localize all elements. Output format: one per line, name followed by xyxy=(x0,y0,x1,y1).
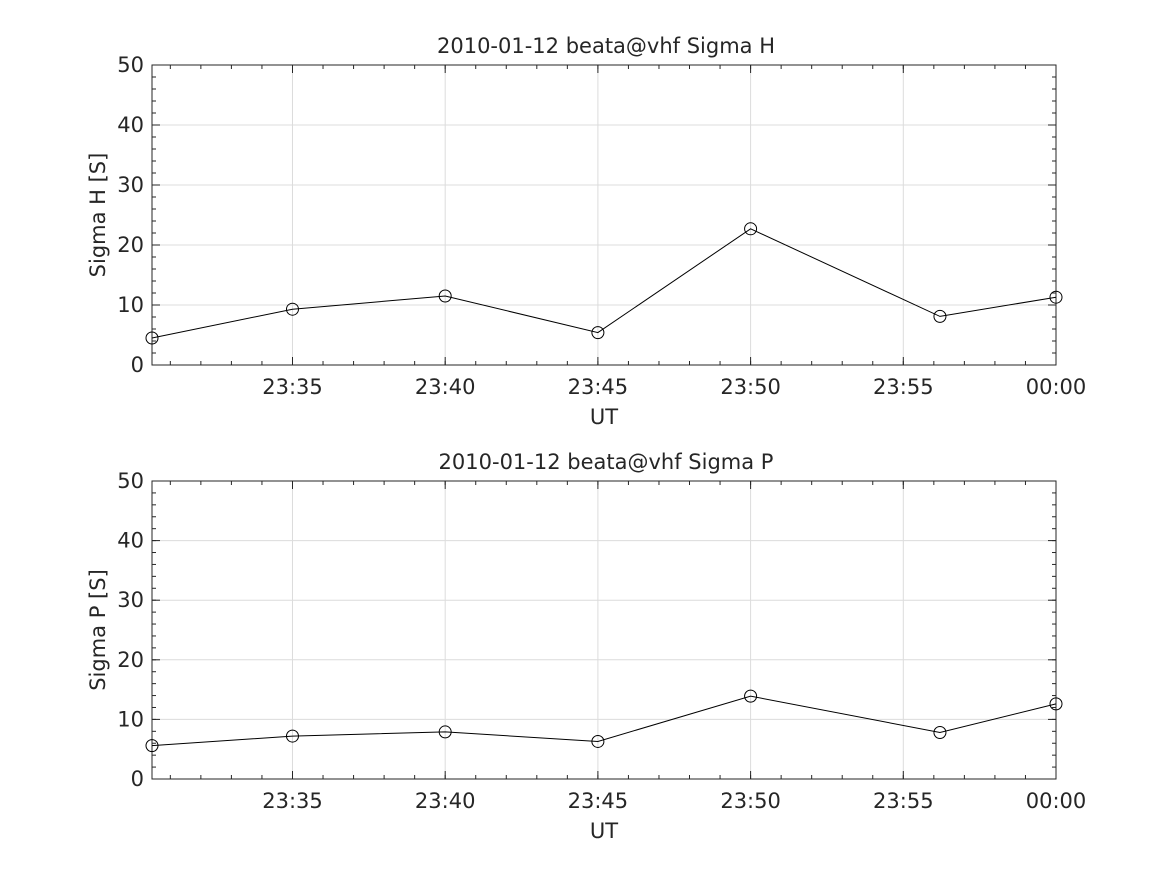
data-point xyxy=(933,726,947,740)
data-point xyxy=(744,689,758,703)
data-point xyxy=(591,734,605,748)
y-tick-label: 30 xyxy=(117,173,144,197)
data-point xyxy=(933,309,947,323)
chart-title: 2010-01-12 beata@vhf Sigma H xyxy=(437,34,775,58)
data-point xyxy=(285,302,299,316)
data-point xyxy=(438,289,452,303)
y-tick-label: 40 xyxy=(117,113,144,137)
x-tick-label: 23:40 xyxy=(415,375,476,399)
data-point xyxy=(1049,697,1063,711)
y-tick-label: 0 xyxy=(131,767,144,791)
y-tick-label: 30 xyxy=(117,588,144,612)
y-tick-label: 10 xyxy=(117,293,144,317)
y-tick-label: 40 xyxy=(117,529,144,553)
data-point xyxy=(591,326,605,340)
y-tick-label: 10 xyxy=(117,707,144,731)
x-tick-label: 23:35 xyxy=(262,789,323,813)
data-point xyxy=(285,729,299,743)
x-tick-label: 23:50 xyxy=(720,375,781,399)
series-line-0-0 xyxy=(151,228,1057,339)
x-tick-label: 23:55 xyxy=(873,375,934,399)
y-tick-label: 20 xyxy=(117,233,144,257)
x-tick-label: 23:40 xyxy=(415,789,476,813)
y-tick-label: 50 xyxy=(117,53,144,77)
y-axis-label: Sigma P [S] xyxy=(86,569,110,691)
x-tick-label: 23:50 xyxy=(720,789,781,813)
x-axis-label: UT xyxy=(590,819,618,843)
y-tick-label: 0 xyxy=(131,353,144,377)
data-point xyxy=(145,739,159,753)
x-tick-label: 23:35 xyxy=(262,375,323,399)
plot-frame-1 xyxy=(151,480,1057,780)
x-tick-label: 23:45 xyxy=(568,789,629,813)
y-axis-label: Sigma H [S] xyxy=(86,153,110,278)
x-tick-label: 00:00 xyxy=(1026,375,1087,399)
x-tick-label: 23:45 xyxy=(568,375,629,399)
data-point xyxy=(438,725,452,739)
y-tick-label: 50 xyxy=(117,469,144,493)
data-point xyxy=(1049,290,1063,304)
series-line-1-0 xyxy=(151,695,1057,747)
y-tick-label: 20 xyxy=(117,648,144,672)
x-axis-label: UT xyxy=(590,405,618,429)
x-tick-label: 23:55 xyxy=(873,789,934,813)
plot-frame-0 xyxy=(151,64,1057,366)
chart-title: 2010-01-12 beata@vhf Sigma P xyxy=(439,450,774,474)
x-tick-label: 00:00 xyxy=(1026,789,1087,813)
data-point xyxy=(145,331,159,345)
data-point xyxy=(744,222,758,236)
